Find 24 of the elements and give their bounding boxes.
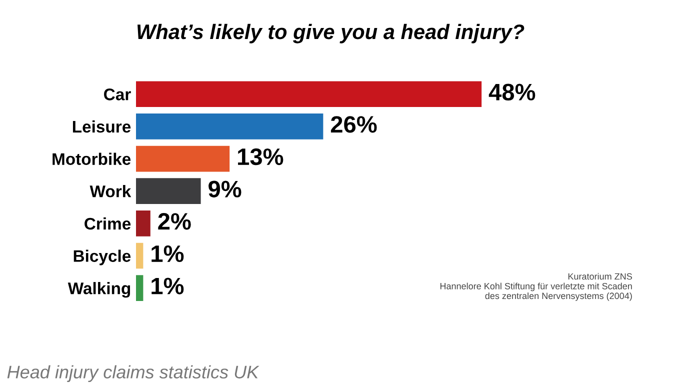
bar	[136, 210, 150, 236]
data-label: 1%	[152, 245, 184, 262]
bar	[136, 81, 482, 108]
bar	[136, 114, 324, 140]
data-label: 1%	[152, 278, 184, 294]
data-label: 48%	[488, 84, 536, 100]
annotation: Kuratorium ZNS Hannelore Kohl Stiftung für verletzte mit Scaden des zentralen Nervensystems (2004)	[440, 273, 632, 301]
y-tick-label: Bicycle	[74, 250, 131, 266]
bar	[136, 242, 144, 269]
y-tick-label: Work	[90, 185, 132, 198]
y-tick-label: Crime	[84, 217, 131, 230]
y-tick-label: Leisure	[72, 120, 131, 133]
chart-title: What’s likely to give you a head injury?	[138, 24, 524, 44]
data-label: 26%	[330, 116, 377, 133]
y-tick-label: Car	[104, 88, 131, 100]
y-tick-label: Motorbike	[52, 152, 131, 165]
bar	[136, 178, 201, 204]
bar	[136, 146, 230, 172]
bar	[136, 275, 144, 302]
data-label: 2%	[158, 213, 191, 230]
data-label: 13%	[238, 148, 284, 166]
data-label: 9%	[208, 180, 242, 198]
text: Head injury claims statistics UK	[7, 365, 260, 382]
y-tick-label: Walking	[68, 282, 130, 298]
